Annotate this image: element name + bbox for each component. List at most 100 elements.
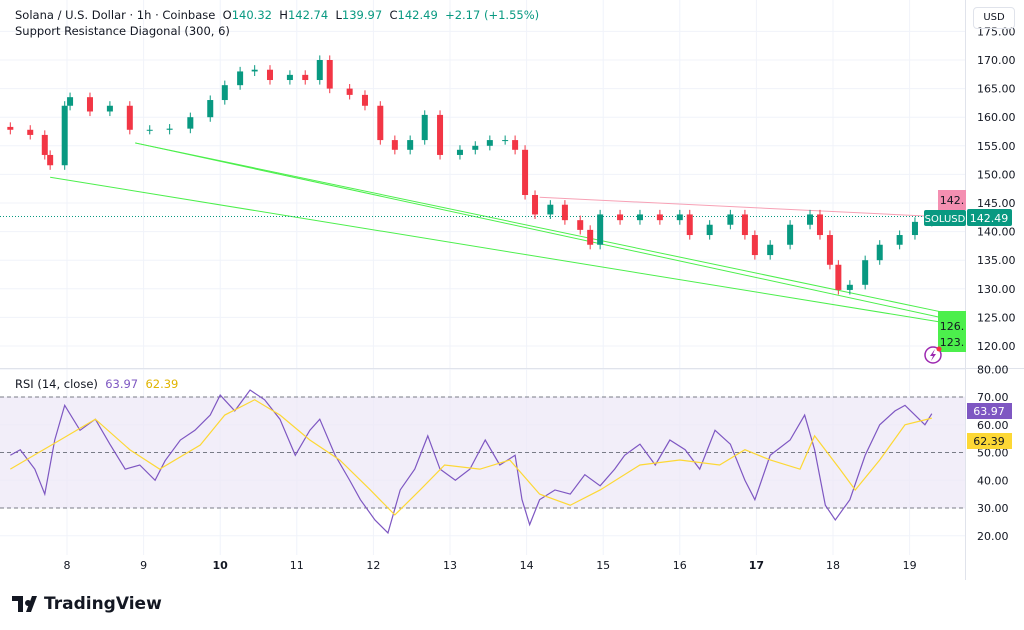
time-tick-label: 18 — [826, 559, 840, 572]
candle-body — [807, 214, 814, 225]
candle-body — [512, 140, 519, 150]
candle-body — [41, 134, 48, 155]
time-tick-label: 10 — [213, 559, 229, 572]
candle-body — [911, 221, 918, 236]
candle-body — [896, 235, 903, 245]
time-tick-label: 12 — [366, 559, 380, 572]
candle-body — [346, 88, 353, 95]
candle-body — [47, 154, 54, 166]
tradingview-logo[interactable]: TradingView — [12, 594, 162, 614]
rsi-ma-tag-bg — [967, 433, 1012, 449]
low-value: 139.97 — [341, 8, 383, 22]
candle-body — [656, 214, 663, 221]
time-tick-label: 16 — [673, 559, 687, 572]
last-price-tag-bg — [967, 209, 1012, 226]
price-tick-label: 150.00 — [977, 168, 1016, 181]
rsi-ma-legend-value: 62.39 — [145, 377, 179, 391]
time-tick-label: 17 — [749, 559, 764, 572]
rsi-tick-label: 30.00 — [977, 502, 1009, 515]
rsi-ma-tag: 62.39 — [973, 435, 1005, 448]
candle-body — [561, 204, 568, 221]
candle-body — [577, 220, 584, 230]
candle-body — [617, 214, 624, 221]
candle-body — [636, 214, 643, 221]
candle-body — [326, 60, 333, 89]
candle-body — [166, 128, 173, 130]
price-tick-label: 130.00 — [977, 283, 1016, 296]
candle-body — [835, 264, 842, 290]
support-label-bg — [938, 311, 966, 352]
close-label: C — [389, 8, 398, 22]
low-label: L — [335, 8, 342, 22]
rsi-tick-label: 50.00 — [977, 447, 1009, 460]
legend-header: Solana / U.S. Dollar · 1h · Coinbase O14… — [15, 8, 539, 22]
candle-body — [547, 204, 554, 215]
symbol-tag: SOLUSD — [925, 214, 966, 225]
rsi-title[interactable]: RSI (14, close) 63.97 62.39 — [15, 377, 178, 391]
time-tick-label: 19 — [903, 559, 917, 572]
rsi-line — [10, 389, 933, 535]
candle-body — [727, 214, 734, 225]
candle-body — [286, 74, 293, 81]
candle-body — [7, 126, 14, 130]
support-label-2: 123. — [940, 336, 965, 349]
time-axis[interactable]: 8 9 10 11 12 13 14 15 16 17 18 19 — [64, 559, 917, 572]
tradingview-logo-icon — [12, 596, 37, 612]
candles — [7, 55, 935, 295]
candle-body — [67, 97, 74, 106]
price-tick-label: 170.00 — [977, 54, 1016, 67]
currency-button[interactable]: USD — [973, 7, 1015, 29]
candle-body — [391, 140, 398, 150]
resistance-label: 142. — [940, 194, 965, 207]
brand-name: TradingView — [44, 594, 162, 614]
time-tick-label: 8 — [64, 559, 71, 572]
rsi-tick-label: 70.00 — [977, 391, 1009, 404]
high-label: H — [279, 8, 288, 22]
candle-body — [741, 214, 748, 236]
price-tick-label: 165.00 — [977, 83, 1016, 96]
change-value: +2.17 (+1.55%) — [445, 8, 540, 22]
candle-body — [377, 105, 384, 141]
candle-body — [361, 94, 368, 106]
rsi-value-tag: 63.97 — [973, 405, 1005, 418]
open-value: 140.32 — [231, 8, 272, 22]
candle-body — [126, 105, 133, 130]
candle-body — [437, 114, 444, 155]
candle-body — [587, 229, 594, 245]
candle-body — [221, 85, 228, 101]
high-value: 142.74 — [287, 8, 329, 22]
rsi-tick-label: 60.00 — [977, 419, 1009, 432]
candle-body — [251, 69, 258, 72]
candle-body — [676, 214, 683, 221]
candle-body — [502, 140, 509, 142]
indicator-label[interactable]: Support Resistance Diagonal (300, 6) — [15, 24, 230, 38]
candle-body — [61, 105, 68, 166]
sr-lines — [50, 142, 941, 323]
candle-body — [106, 105, 113, 112]
price-tick-label: 135.00 — [977, 254, 1016, 267]
candle-body — [27, 129, 34, 135]
candle-body — [686, 214, 693, 236]
price-axis[interactable]: 120.00 125.00 130.00 135.00 140.00 145.00 150.… — [977, 25, 1016, 353]
rsi-tick-label: 20.00 — [977, 530, 1009, 543]
time-tick-label: 13 — [443, 559, 457, 572]
candle-body — [816, 214, 823, 236]
time-tick-label: 11 — [290, 559, 304, 572]
rsi-axis[interactable]: 20.00 30.00 40.00 50.00 60.00 70.00 80.00 — [977, 363, 1009, 543]
rsi-ma-line — [10, 399, 932, 516]
rsi-tick-label: 80.00 — [977, 363, 1009, 376]
candle-body — [146, 129, 153, 131]
resistance-line — [539, 196, 941, 218]
candle-body — [456, 149, 463, 155]
lightning-icon[interactable] — [924, 346, 942, 364]
candle-body — [787, 224, 794, 245]
rsi-value-tag-bg — [967, 403, 1012, 419]
candle-body — [207, 100, 214, 118]
rsi-pane — [10, 389, 933, 535]
candle-body — [266, 69, 273, 81]
time-tick-label: 14 — [520, 559, 534, 572]
symbol-title: Solana / U.S. Dollar · 1h · Coinbase — [15, 8, 216, 22]
candle-body — [846, 284, 853, 290]
